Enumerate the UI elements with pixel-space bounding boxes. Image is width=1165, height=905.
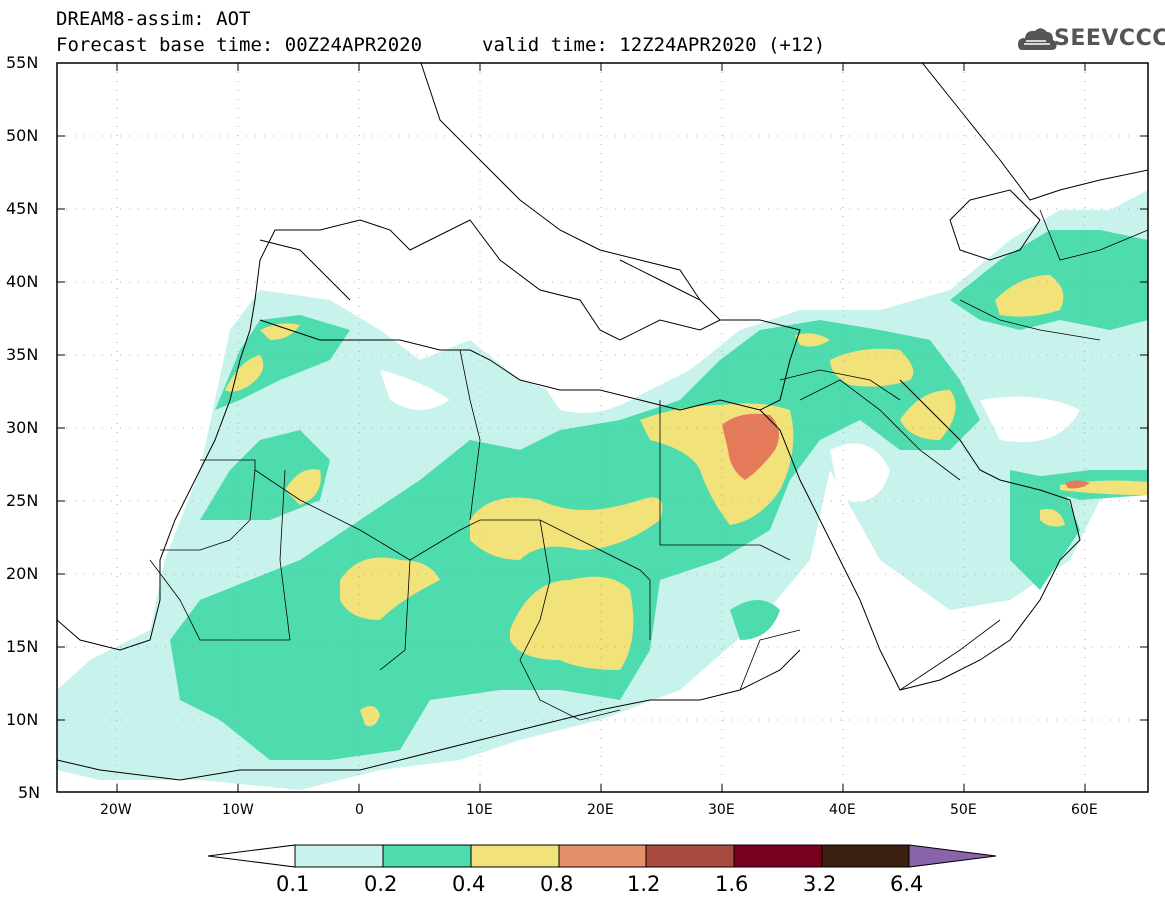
colorbar-segment-2: [382, 844, 472, 868]
lon-label-0: 0: [355, 802, 364, 818]
lat-label-35n: 35N: [6, 345, 39, 364]
colorbar-segment-1: [294, 844, 384, 868]
lon-label-20w: 20W: [100, 802, 132, 818]
colorbar-segment-5: [645, 844, 735, 868]
lon-label-60e: 60E: [1071, 802, 1098, 818]
seevccc-logo: SEEVCCC: [1054, 26, 1165, 51]
colorbar-label: 0.8: [540, 872, 574, 896]
colorbar-segment-6: [733, 844, 823, 868]
colorbar-label: 0.4: [452, 872, 486, 896]
lat-label-45n: 45N: [6, 199, 39, 218]
colorbar: [207, 844, 997, 868]
lon-label-30e: 30E: [708, 802, 735, 818]
cloud-icon: [1018, 28, 1057, 50]
coastlines: [57, 63, 1148, 781]
colorbar-label: 1.2: [627, 872, 661, 896]
lat-label-50n: 50N: [6, 126, 39, 145]
aot-0.8-region: [722, 413, 1090, 489]
lon-label-10e: 10E: [466, 802, 493, 818]
forecast-base-time: Forecast base time: 00Z24APR2020: [56, 34, 423, 56]
valid-time: valid time: 12Z24APR2020 (+12): [482, 34, 826, 56]
lon-label-40e: 40E: [829, 802, 856, 818]
map-title: DREAM8-assim: AOT: [56, 8, 251, 30]
lat-label-5n: 5N: [18, 783, 41, 802]
colorbar-label: 1.6: [715, 872, 749, 896]
lon-label-20e: 20E: [587, 802, 614, 818]
lat-label-20n: 20N: [6, 564, 39, 583]
colorbar-over-triangle: [908, 844, 997, 868]
lat-label-55n: 55N: [6, 53, 39, 72]
axis-ticks: [57, 62, 1148, 792]
lat-label-15n: 15N: [6, 637, 39, 656]
colorbar-segment-4: [558, 844, 647, 868]
lat-label-30n: 30N: [6, 418, 39, 437]
lon-label-50e: 50E: [950, 802, 977, 818]
aot-0.4-region: [225, 275, 1148, 727]
lat-label-25n: 25N: [6, 491, 39, 510]
lat-label-10n: 10N: [6, 710, 39, 729]
grid: [57, 63, 1148, 792]
colorbar-segment-7: [821, 844, 910, 868]
lon-label-10w: 10W: [222, 802, 254, 818]
colorbar-segment-3: [470, 844, 560, 868]
colorbar-under-triangle: [207, 844, 296, 868]
colorbar-label: 3.2: [803, 872, 837, 896]
colorbar-label: 6.4: [890, 872, 924, 896]
colorbar-label: 0.2: [364, 872, 398, 896]
country-borders: [149, 209, 1148, 721]
lat-label-40n: 40N: [6, 272, 39, 291]
colorbar-label: 0.1: [276, 872, 310, 896]
aot-low-region: [380, 370, 1080, 502]
